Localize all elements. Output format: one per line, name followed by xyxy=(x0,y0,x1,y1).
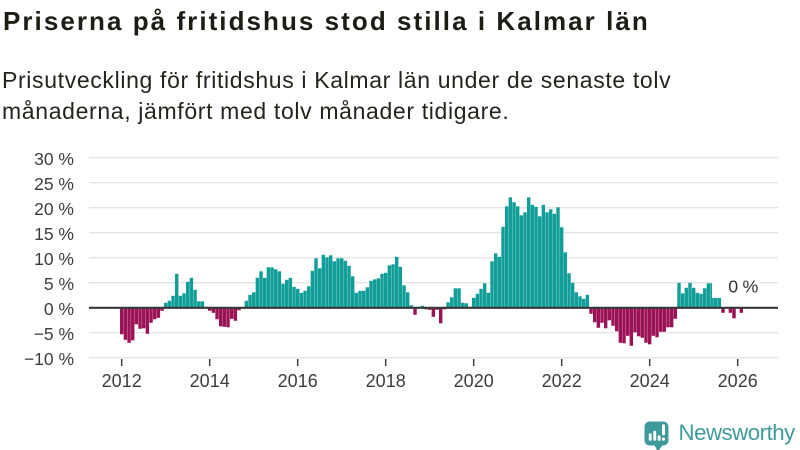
svg-text:2020: 2020 xyxy=(454,371,494,391)
svg-text:2022: 2022 xyxy=(542,371,582,391)
svg-text:25 %: 25 % xyxy=(34,174,74,194)
svg-text:2016: 2016 xyxy=(278,371,318,391)
svg-text:15 %: 15 % xyxy=(34,224,74,244)
svg-text:0 %: 0 % xyxy=(44,299,74,319)
svg-text:30 %: 30 % xyxy=(34,149,74,169)
svg-text:5 %: 5 % xyxy=(44,274,74,294)
svg-text:0 %: 0 % xyxy=(728,277,758,297)
svg-text:−10 %: −10 % xyxy=(24,349,74,369)
svg-text:2014: 2014 xyxy=(190,371,230,391)
svg-text:Newsworthy: Newsworthy xyxy=(679,420,797,445)
svg-text:20 %: 20 % xyxy=(34,199,74,219)
svg-text:2018: 2018 xyxy=(366,371,406,391)
svg-text:10 %: 10 % xyxy=(34,249,74,269)
svg-text:2024: 2024 xyxy=(630,371,670,391)
svg-text:−5 %: −5 % xyxy=(34,324,74,344)
svg-text:2026: 2026 xyxy=(718,371,758,391)
svg-text:2012: 2012 xyxy=(102,371,142,391)
